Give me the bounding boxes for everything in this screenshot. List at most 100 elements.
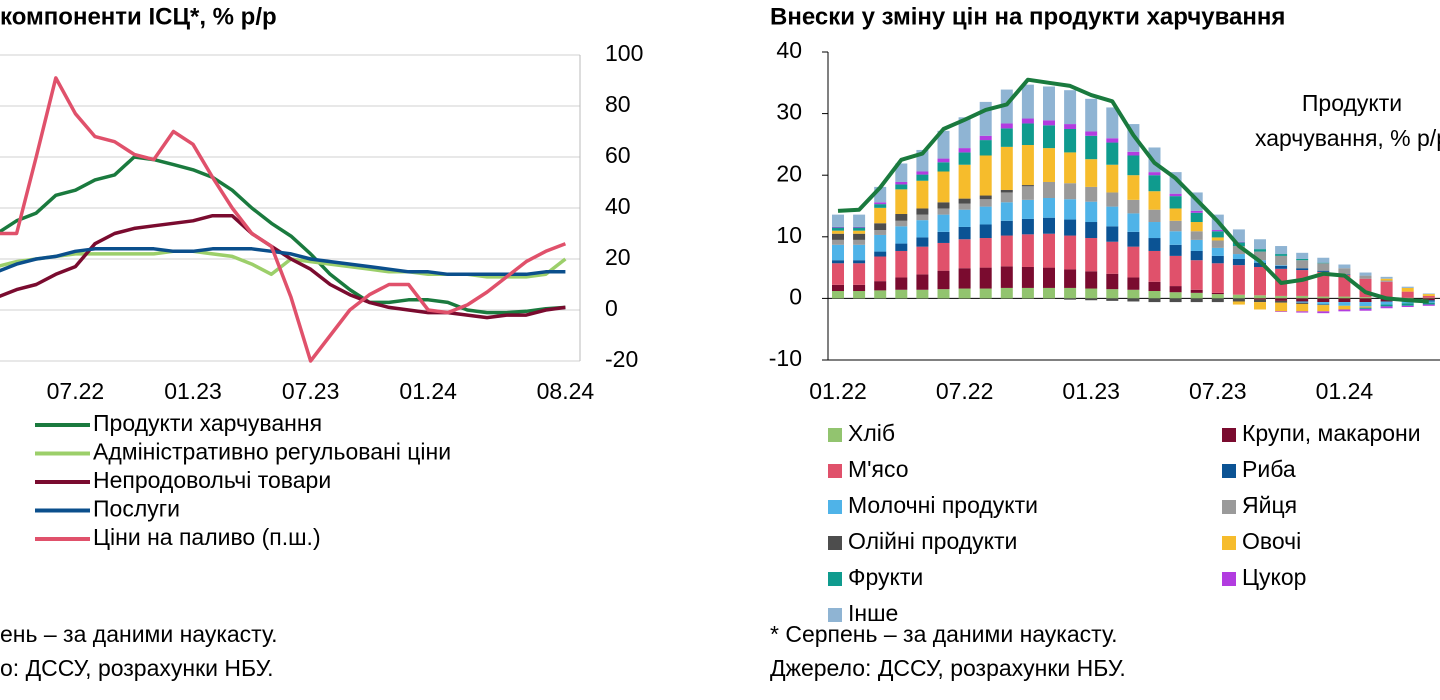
bar-segment — [937, 158, 950, 163]
bar-segment — [1148, 175, 1161, 192]
bar-segment — [1296, 268, 1309, 271]
bar-segment — [1422, 293, 1435, 295]
bar-segment — [853, 214, 866, 227]
legend-label: Хліб — [848, 420, 895, 446]
y-tick-label: -10 — [769, 345, 802, 371]
bar-segment — [937, 242, 950, 271]
bar-segment — [1317, 296, 1330, 299]
bar-segment — [1085, 298, 1098, 301]
bar-segment — [1106, 298, 1119, 301]
bar-segment — [1127, 175, 1140, 200]
bar-segment — [1085, 131, 1098, 136]
bar-segment — [874, 202, 887, 205]
bar-segment — [1275, 265, 1288, 269]
bar-segment — [853, 263, 866, 285]
bar-segment — [1148, 281, 1161, 292]
bar-segment — [916, 246, 929, 275]
bar-segment — [1275, 300, 1288, 303]
bar-segment — [1338, 296, 1351, 299]
bar-segment — [1275, 302, 1288, 312]
bar-segment — [1338, 302, 1351, 306]
x-tick-label: 07.22 — [936, 378, 994, 404]
bar-segment — [832, 226, 844, 228]
bar-segment — [1317, 271, 1330, 297]
bar-segment — [937, 130, 950, 159]
bar-segment — [979, 199, 992, 207]
y-tick-label: 0 — [789, 283, 802, 309]
bar-segment — [1211, 263, 1224, 293]
bar-segment — [1338, 268, 1351, 275]
bar-segment — [1169, 292, 1182, 299]
bar-segment — [1211, 240, 1224, 248]
y-tick-label: 40 — [776, 37, 802, 63]
legend-swatch — [1222, 536, 1236, 550]
bar-segment — [1043, 120, 1055, 126]
bar-segment — [979, 195, 992, 200]
annotation: харчування, % р/р — [1255, 125, 1440, 151]
bar-segment — [895, 184, 908, 190]
bar-segment — [1106, 107, 1119, 139]
bar-segment — [1106, 164, 1119, 193]
bar-segment — [1021, 234, 1034, 267]
bar-segment — [1169, 220, 1182, 232]
bar-segment — [916, 274, 929, 290]
bar-segment — [1317, 270, 1330, 272]
legend-swatch — [828, 500, 842, 514]
bar-segment — [1401, 297, 1414, 299]
bar-segment — [853, 291, 866, 299]
bar-segment — [1043, 125, 1055, 149]
footnote: ень – за даними наукасту. — [0, 621, 278, 647]
bar-segment — [1043, 181, 1055, 198]
bar-segment — [895, 220, 908, 227]
bar-segment — [937, 208, 950, 215]
bar-segment — [1000, 220, 1013, 236]
bar-segment — [1064, 219, 1077, 236]
bar-segment — [1085, 159, 1098, 187]
bar-segment — [874, 207, 887, 224]
bar-segment — [958, 198, 971, 204]
bar-segment — [1064, 269, 1077, 288]
x-tick-label: 08.24 — [537, 378, 595, 404]
bar-segment — [1021, 287, 1034, 299]
bar-segment — [1422, 301, 1435, 303]
bar-segment — [1359, 272, 1372, 276]
bar-segment — [979, 238, 992, 268]
bar-segment — [1000, 192, 1013, 203]
bar-segment — [1359, 308, 1372, 311]
legend-label: Олійні продукти — [848, 528, 1017, 554]
legend-swatch — [828, 536, 842, 550]
bar-segment — [1401, 286, 1414, 288]
legend-label: Адміністративно регульовані ціни — [93, 439, 451, 465]
bar-segment — [1275, 311, 1288, 312]
bar-segment — [1232, 258, 1245, 266]
bar-segment — [958, 268, 971, 289]
bar-segment — [853, 260, 866, 264]
bar-segment — [1254, 299, 1266, 303]
bar-segment — [1296, 270, 1309, 296]
bar-segment — [1211, 294, 1224, 299]
bar-segment — [1338, 264, 1351, 269]
bar-segment — [1380, 276, 1393, 279]
bar-segment — [1190, 222, 1203, 232]
bar-segment — [1106, 226, 1119, 242]
bar-segment — [1317, 263, 1330, 271]
bar-segment — [1422, 295, 1435, 298]
bar-segment — [832, 214, 844, 227]
bar-segment — [1000, 266, 1013, 288]
bar-segment — [1211, 298, 1224, 303]
bar-segment — [1127, 231, 1140, 247]
bar-segment — [853, 244, 866, 261]
x-tick-label: 07.22 — [47, 378, 105, 404]
bar-segment — [1085, 201, 1098, 223]
bar-segment — [1317, 311, 1330, 314]
bar-segment — [1254, 295, 1266, 299]
bar-segment — [958, 148, 971, 153]
bar-segment — [895, 181, 908, 185]
legend-swatch — [828, 428, 842, 442]
bar-segment — [1422, 304, 1435, 306]
bar-segment — [1317, 298, 1330, 303]
bar-segment — [895, 163, 908, 182]
bar-segment — [916, 180, 929, 209]
bar-segment — [1275, 265, 1288, 266]
